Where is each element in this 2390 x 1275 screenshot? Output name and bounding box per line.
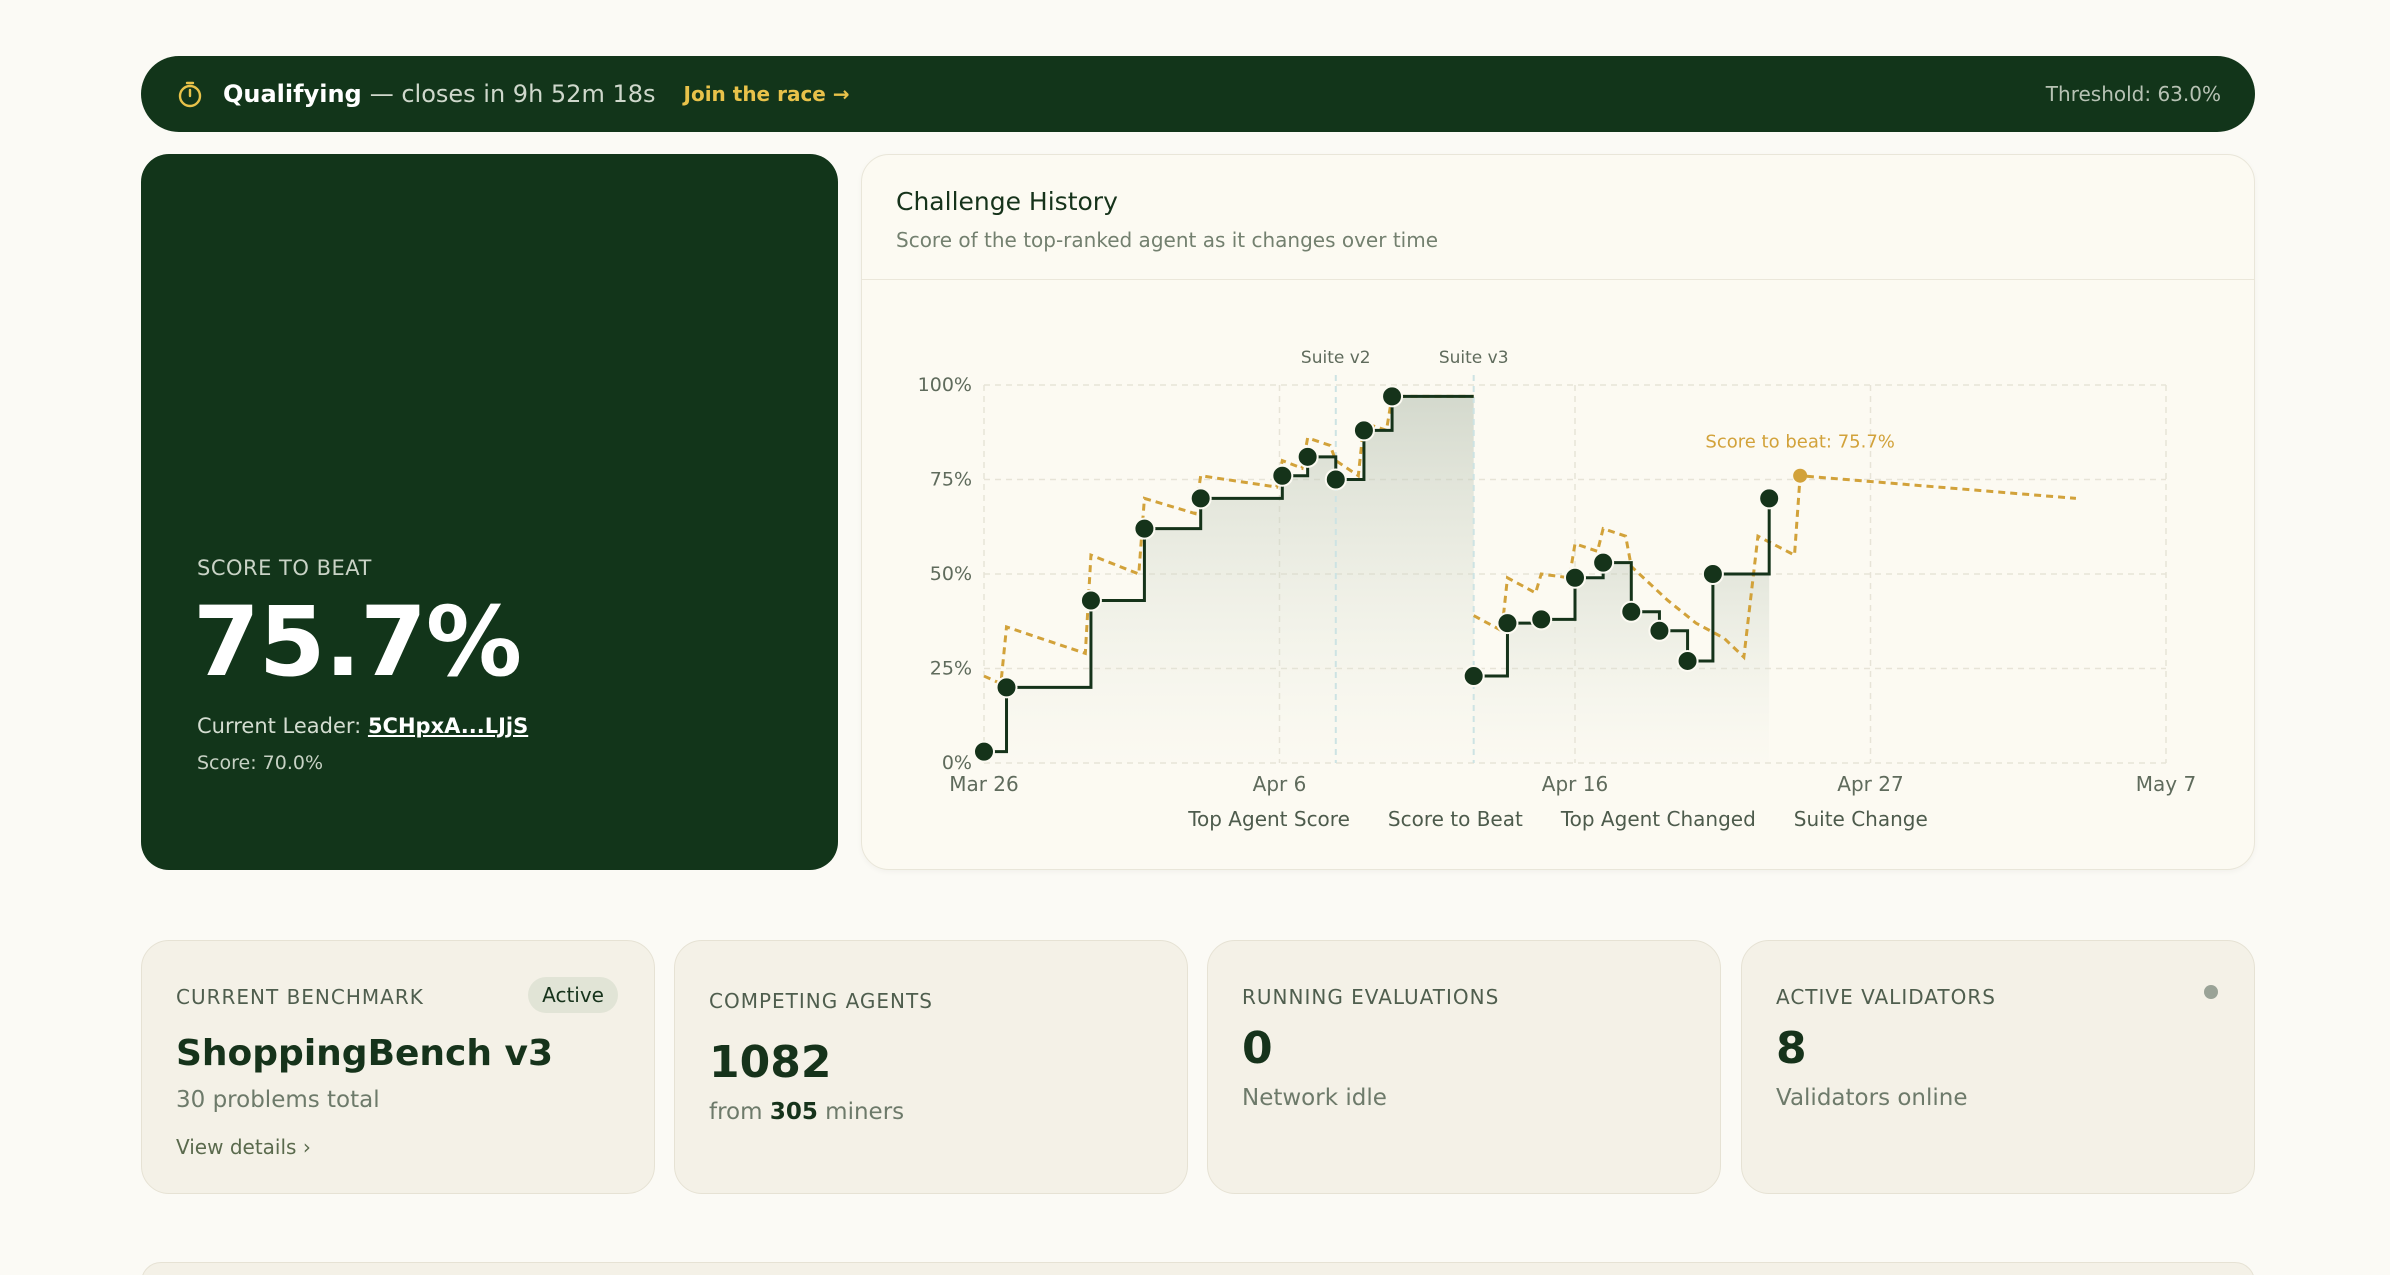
y-tick-label: 25%: [930, 658, 972, 680]
score-label: SCORE TO BEAT: [197, 556, 372, 580]
legend-score-to-beat: Score to Beat: [1388, 807, 1523, 831]
legend-suite-label: Suite Change: [1793, 807, 1928, 831]
top-agent-changed-point: [1620, 600, 1643, 623]
top-agent-changed-point: [1352, 419, 1375, 442]
view-details-label: View details: [176, 1135, 297, 1159]
top-agent-changed-point: [1496, 612, 1519, 635]
top-agent-changed-point: [995, 676, 1018, 699]
threshold-label: Threshold: 63.0%: [2045, 82, 2221, 106]
view-details-link[interactable]: View details ›: [176, 1135, 311, 1159]
stat-caption: CURRENT BENCHMARK: [176, 985, 424, 1009]
next-section-card: [141, 1262, 2255, 1275]
legend-suite-change: Suite Change: [1794, 807, 1928, 831]
y-tick-label: 100%: [918, 374, 972, 396]
top-agent-changed-point: [1189, 487, 1212, 510]
challenge-history-chart: 0% 25% 50% 75% 100% Mar 26 Apr 6 Apr 16 Apr 27 Ma…: [918, 348, 2197, 796]
race-countdown: — closes in 9h 52m 18s: [369, 80, 656, 108]
top-agent-changed-point: [1462, 665, 1485, 688]
benchmark-name: ShoppingBench v3: [176, 1033, 554, 1074]
score-value: 75.7%: [193, 586, 522, 698]
score-to-beat-point: [1793, 468, 1808, 483]
top-agent-changed-point: [1271, 464, 1294, 487]
chart-legend: Top Agent Score Score to Beat Top Agent …: [862, 807, 2254, 831]
suite-change-label: Suite v3: [1439, 348, 1509, 368]
chart-header: Challenge History Score of the top-ranke…: [862, 155, 2254, 280]
stat-caption: COMPETING AGENTS: [709, 989, 933, 1013]
active-badge: Active: [528, 977, 618, 1013]
stopwatch-icon: [178, 81, 202, 108]
miners-prefix: from: [709, 1099, 770, 1125]
top-agent-changed-point: [1133, 517, 1156, 540]
top-agent-changed-point: [1324, 468, 1347, 491]
top-agent-changed-point: [1592, 551, 1615, 574]
top-agent-changed-point: [1676, 649, 1699, 672]
leader-prefix: Current Leader:: [197, 714, 368, 738]
y-tick-label: 75%: [930, 469, 972, 491]
stat-active-validators: ACTIVE VALIDATORS 8 Validators online: [1741, 940, 2255, 1194]
x-tick-label: Apr 6: [1253, 772, 1307, 796]
legend-changed-label: Top Agent Changed: [1560, 807, 1756, 831]
agents-miners: from 305 miners: [709, 1099, 904, 1125]
top-agent-changed-point: [1564, 566, 1586, 589]
stat-caption: ACTIVE VALIDATORS: [1776, 985, 1996, 1009]
x-tick-label: Apr 27: [1837, 772, 1903, 796]
validators-status: Validators online: [1776, 1085, 1968, 1111]
stat-caption: RUNNING EVALUATIONS: [1242, 985, 1500, 1009]
leader-link[interactable]: 5CHpxA...LJjS: [367, 714, 529, 738]
x-tick-label: May 7: [2136, 772, 2196, 796]
score-to-beat-annotation: Score to beat: 75.7%: [1705, 432, 1894, 453]
evals-count: 0: [1242, 1023, 1273, 1074]
top-agent-changed-point: [973, 740, 995, 763]
miners-count: 305: [769, 1099, 818, 1125]
stat-running-evaluations: RUNNING EVALUATIONS 0 Network idle: [1207, 940, 1721, 1194]
x-tick-label: Mar 26: [949, 772, 1019, 796]
chevron-right-icon: ›: [302, 1135, 311, 1159]
top-agent-changed-point: [1701, 563, 1724, 585]
stat-current-benchmark: CURRENT BENCHMARK Active ShoppingBench v…: [141, 940, 655, 1194]
score-to-beat-card: SCORE TO BEAT 75.7% Current Leader: 5CHp…: [141, 154, 838, 870]
stat-competing-agents: COMPETING AGENTS 1082 from 305 miners: [674, 940, 1188, 1194]
y-tick-label: 0%: [942, 752, 972, 774]
score-to-beat-line: [1472, 474, 2077, 661]
top-agent-changed-point: [1530, 608, 1553, 631]
legend-top-label: Top Agent Score: [1188, 807, 1350, 831]
top-agent-changed-point: [1079, 589, 1102, 612]
y-tick-label: 50%: [930, 563, 972, 585]
top-agent-changed-point: [1648, 619, 1671, 642]
validators-count: 8: [1776, 1023, 1807, 1074]
top-agent-changed-point: [1296, 445, 1319, 468]
leader-score: Score: 70.0%: [197, 752, 324, 774]
evals-status: Network idle: [1242, 1085, 1387, 1111]
suite-change-label: Suite v2: [1301, 348, 1371, 368]
race-status: Qualifying: [223, 80, 362, 108]
top-agent-changed-point: [1758, 487, 1781, 510]
x-tick-label: Apr 16: [1542, 772, 1608, 796]
benchmark-problems: 30 problems total: [176, 1087, 380, 1113]
top-agent-changed-point: [1381, 385, 1404, 408]
agents-count: 1082: [709, 1037, 832, 1088]
chart-title: Challenge History: [896, 187, 1118, 216]
legend-top-agent-changed: Top Agent Changed: [1561, 807, 1756, 831]
challenge-history-card: Challenge History Score of the top-ranke…: [861, 154, 2255, 870]
current-leader: Current Leader: 5CHpxA...LJjS: [197, 714, 528, 738]
area-fill: [984, 396, 1474, 763]
legend-beat-label: Score to Beat: [1387, 807, 1523, 831]
miners-suffix: miners: [817, 1099, 905, 1125]
area-fill: [1473, 498, 1770, 763]
status-dot-icon: [2204, 985, 2218, 999]
chart-subtitle: Score of the top-ranked agent as it chan…: [896, 228, 1439, 252]
join-race-link[interactable]: Join the race →: [683, 82, 850, 106]
race-banner: Qualifying — closes in 9h 52m 18s Join t…: [141, 56, 2255, 132]
legend-top-agent-score: Top Agent Score: [1188, 807, 1350, 831]
